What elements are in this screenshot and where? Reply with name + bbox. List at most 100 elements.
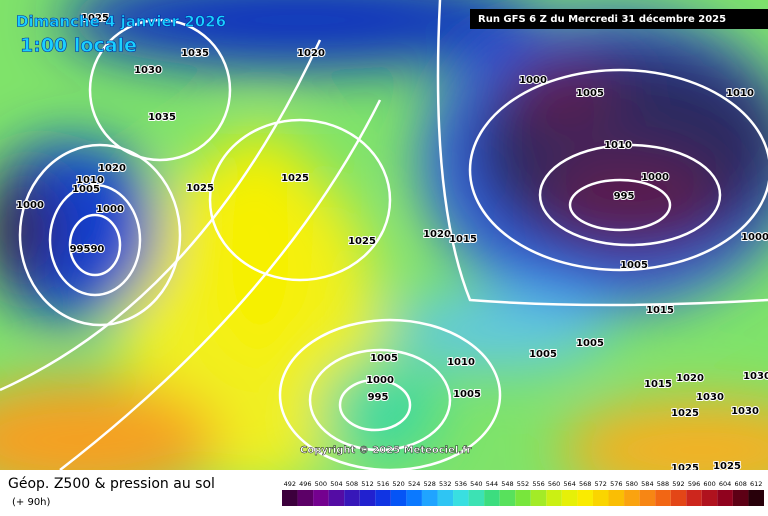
legend-swatch	[655, 490, 671, 506]
legend-tick-label: 604	[719, 480, 731, 488]
legend-tick-label: 612	[750, 480, 762, 488]
isobar-label: 99590	[70, 244, 105, 255]
isobar-label: 1030	[731, 406, 759, 417]
isobar-label: 1000	[741, 232, 768, 243]
legend-tick-label: 504	[330, 480, 342, 488]
legend-swatch	[639, 490, 656, 506]
legend-swatch	[499, 490, 516, 506]
forecast-lead: (+ 90h)	[12, 497, 51, 508]
legend-swatch	[313, 490, 329, 506]
isobar-label: 1005	[453, 389, 481, 400]
legend-swatch	[561, 490, 578, 506]
legend-tick-label: 528	[423, 480, 435, 488]
legend-tick-label: 544	[486, 480, 498, 488]
legend-tick-label: 536	[455, 480, 467, 488]
footer-title: Géop. Z500 & pression au sol	[8, 476, 215, 492]
isobar-label: 1025	[81, 13, 109, 24]
isobar-label: 1025	[186, 183, 214, 194]
isobar-label: 1010	[76, 175, 104, 186]
isobar-label: 1035	[148, 112, 176, 123]
copyright: Copyright © 2025 Meteociel.fr	[300, 445, 471, 456]
isobar-label: 1000	[96, 204, 124, 215]
isobar-label: 1015	[646, 305, 674, 316]
isobar-label: 1010	[604, 140, 632, 151]
legend-swatch	[515, 490, 531, 506]
isobar-label: 1030	[134, 65, 162, 76]
isobar-label: 1000	[519, 75, 547, 86]
legend-swatch	[624, 490, 640, 506]
isobar-label: 1000	[16, 200, 44, 211]
legend-swatch	[530, 490, 547, 506]
isobar-label: 995	[614, 191, 635, 202]
isobar-label: 1025	[713, 461, 741, 472]
isobar-label: 1020	[423, 229, 451, 240]
legend-swatch	[608, 490, 625, 506]
legend-tick-label: 584	[641, 480, 653, 488]
legend-swatch	[297, 490, 314, 506]
isobar-label: 1015	[644, 379, 672, 390]
legend-tick-label: 540	[470, 480, 482, 488]
legend-tick-label: 572	[595, 480, 607, 488]
legend-tick-label: 492	[284, 480, 296, 488]
run-banner	[470, 9, 768, 29]
legend-tick-label: 496	[299, 480, 311, 488]
forecast-time: 1:00 locale	[20, 35, 137, 57]
forecast-date: Dimanche 4 janvier 2026	[16, 13, 226, 31]
legend-swatch	[701, 490, 718, 506]
isobars	[18, 18, 768, 452]
legend-swatch	[390, 490, 407, 506]
legend-swatch	[468, 490, 485, 506]
legend-tick-label: 588	[657, 480, 669, 488]
legend-tick-label: 556	[532, 480, 544, 488]
legend-swatch	[546, 490, 562, 506]
colorbar: 492 496 500 504 508 512 516 520 524 528 532 536 540 5…	[282, 480, 764, 506]
isobar-label: 1010	[447, 357, 475, 368]
legend-tick-label: 516	[377, 480, 389, 488]
isobar-label: 1005	[529, 349, 557, 360]
isobar-label: 1005	[576, 88, 604, 99]
legend-tick-label: 508	[346, 480, 358, 488]
isobar-label: 1015	[449, 234, 477, 245]
legend-swatch	[328, 490, 345, 506]
legend-swatch	[359, 490, 376, 506]
legend-tick-label: 560	[548, 480, 560, 488]
legend-swatch	[592, 490, 609, 506]
isobar-label: 1025	[281, 173, 309, 184]
legend-swatch	[453, 490, 469, 506]
legend-swatch	[577, 490, 593, 506]
isobar-label: 1025	[671, 408, 699, 419]
isobar-label: 1030	[743, 371, 768, 382]
legend-swatch	[437, 490, 454, 506]
legend-swatch	[670, 490, 687, 506]
legend-swatch	[732, 490, 749, 506]
legend-tick-label: 580	[626, 480, 638, 488]
legend-tick-label: 568	[579, 480, 591, 488]
isobar-label: 1035	[181, 48, 209, 59]
isobar-label: 1000	[641, 172, 669, 183]
isobar-label: 1020	[98, 163, 126, 174]
legend-tick-label: 596	[688, 480, 700, 488]
isobar-label: 1020	[297, 48, 325, 59]
legend-swatch	[421, 490, 438, 506]
isobar-label: 995	[368, 392, 389, 403]
isobar-label: 1020	[676, 373, 704, 384]
isobar-label: 1005	[620, 260, 648, 271]
isobar-label: 1005	[576, 338, 604, 349]
run-info: Run GFS 6 Z du Mercredi 31 décembre 2025	[478, 13, 726, 25]
isobar-label: 1000	[366, 375, 394, 386]
legend-swatch	[717, 490, 733, 506]
isobar-label: 1030	[696, 392, 724, 403]
legend-swatch	[484, 490, 500, 506]
legend-tick-label: 500	[315, 480, 327, 488]
legend-swatch	[406, 490, 422, 506]
legend-swatch	[282, 490, 298, 506]
legend-tick-label: 564	[563, 480, 575, 488]
legend-swatch	[344, 490, 360, 506]
isobar-label: 1010	[726, 88, 754, 99]
legend-swatch	[686, 490, 702, 506]
legend-tick-label: 524	[408, 480, 420, 488]
legend-tick-label: 548	[501, 480, 513, 488]
legend-tick-label: 608	[734, 480, 746, 488]
isobar-label: 1025	[348, 236, 376, 247]
